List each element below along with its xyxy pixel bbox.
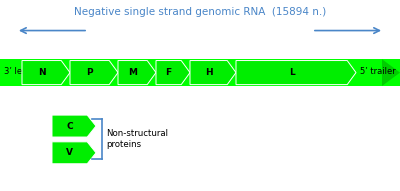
- Bar: [0, 59, 400, 86]
- Polygon shape: [190, 61, 236, 85]
- Text: F: F: [166, 68, 172, 77]
- Polygon shape: [236, 61, 356, 85]
- Polygon shape: [70, 61, 118, 85]
- Text: 3’ leader: 3’ leader: [4, 67, 41, 76]
- Text: M: M: [128, 68, 137, 77]
- Text: H: H: [205, 68, 212, 77]
- Polygon shape: [22, 61, 70, 85]
- Text: C: C: [66, 121, 73, 131]
- Text: V: V: [66, 148, 73, 157]
- Polygon shape: [382, 59, 400, 86]
- Text: 5’ trailer: 5’ trailer: [360, 67, 396, 76]
- Polygon shape: [118, 61, 156, 85]
- Text: Negative single strand genomic RNA  (15894 n.): Negative single strand genomic RNA (1589…: [74, 7, 326, 17]
- Polygon shape: [52, 115, 96, 137]
- Polygon shape: [156, 61, 190, 85]
- Text: L: L: [289, 68, 294, 77]
- Text: Non-structural
proteins: Non-structural proteins: [106, 129, 168, 150]
- Text: N: N: [38, 68, 46, 77]
- Polygon shape: [52, 142, 96, 164]
- Text: P: P: [86, 68, 93, 77]
